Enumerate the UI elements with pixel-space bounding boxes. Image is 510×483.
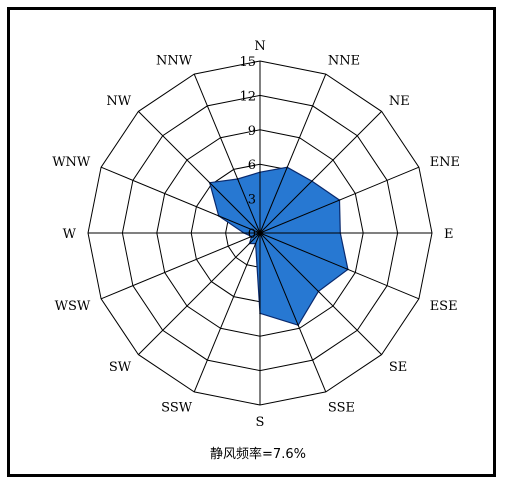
direction-labels: N NNE NE ENE E ESE SE SSE S SSW SW WSW W WNW NW NNW [52,39,460,430]
spoke-nw [138,111,261,234]
direction-label-wnw: WNW [52,155,91,170]
series-layer [208,166,349,327]
spoke-sse [259,232,327,393]
direction-label-wsw: WSW [55,299,91,314]
direction-label-e: E [444,227,454,242]
spoke-wnw [100,166,261,234]
direction-label-ese: ESE [430,299,458,314]
spoke-ese [259,232,420,300]
calm-frequency-note: 静风频率=7.6% [210,446,306,462]
spoke-nnw [193,73,261,234]
tick-label-9: 9 [248,124,256,139]
spoke-se [259,232,382,355]
spoke-wsw [100,232,261,300]
spoke-ene [259,166,420,234]
direction-label-se: SE [389,360,407,375]
spokes [88,61,432,405]
radial-ticks: 0 3 6 9 12 15 [239,55,256,242]
direction-label-s: S [256,415,265,430]
direction-label-nw: NW [106,94,131,109]
direction-label-nne: NNE [328,53,360,68]
direction-label-w: W [63,227,77,242]
tick-label-12: 12 [239,89,256,104]
tick-label-15: 15 [239,55,256,70]
spoke-sw [138,232,261,355]
spoke-ssw [193,232,261,393]
direction-label-n: N [254,39,265,54]
spoke-ne [259,111,382,234]
tick-label-6: 6 [248,158,256,173]
series-area [208,166,349,326]
direction-label-sse: SSE [328,401,355,416]
direction-label-ene: ENE [430,155,460,170]
tick-label-3: 3 [248,193,256,208]
direction-label-ssw: SSW [161,401,193,416]
direction-label-ne: NE [389,94,410,109]
spoke-nne [259,73,327,234]
tick-label-0: 0 [248,227,256,242]
direction-label-nnw: NNW [156,53,193,68]
direction-label-sw: SW [109,360,132,375]
